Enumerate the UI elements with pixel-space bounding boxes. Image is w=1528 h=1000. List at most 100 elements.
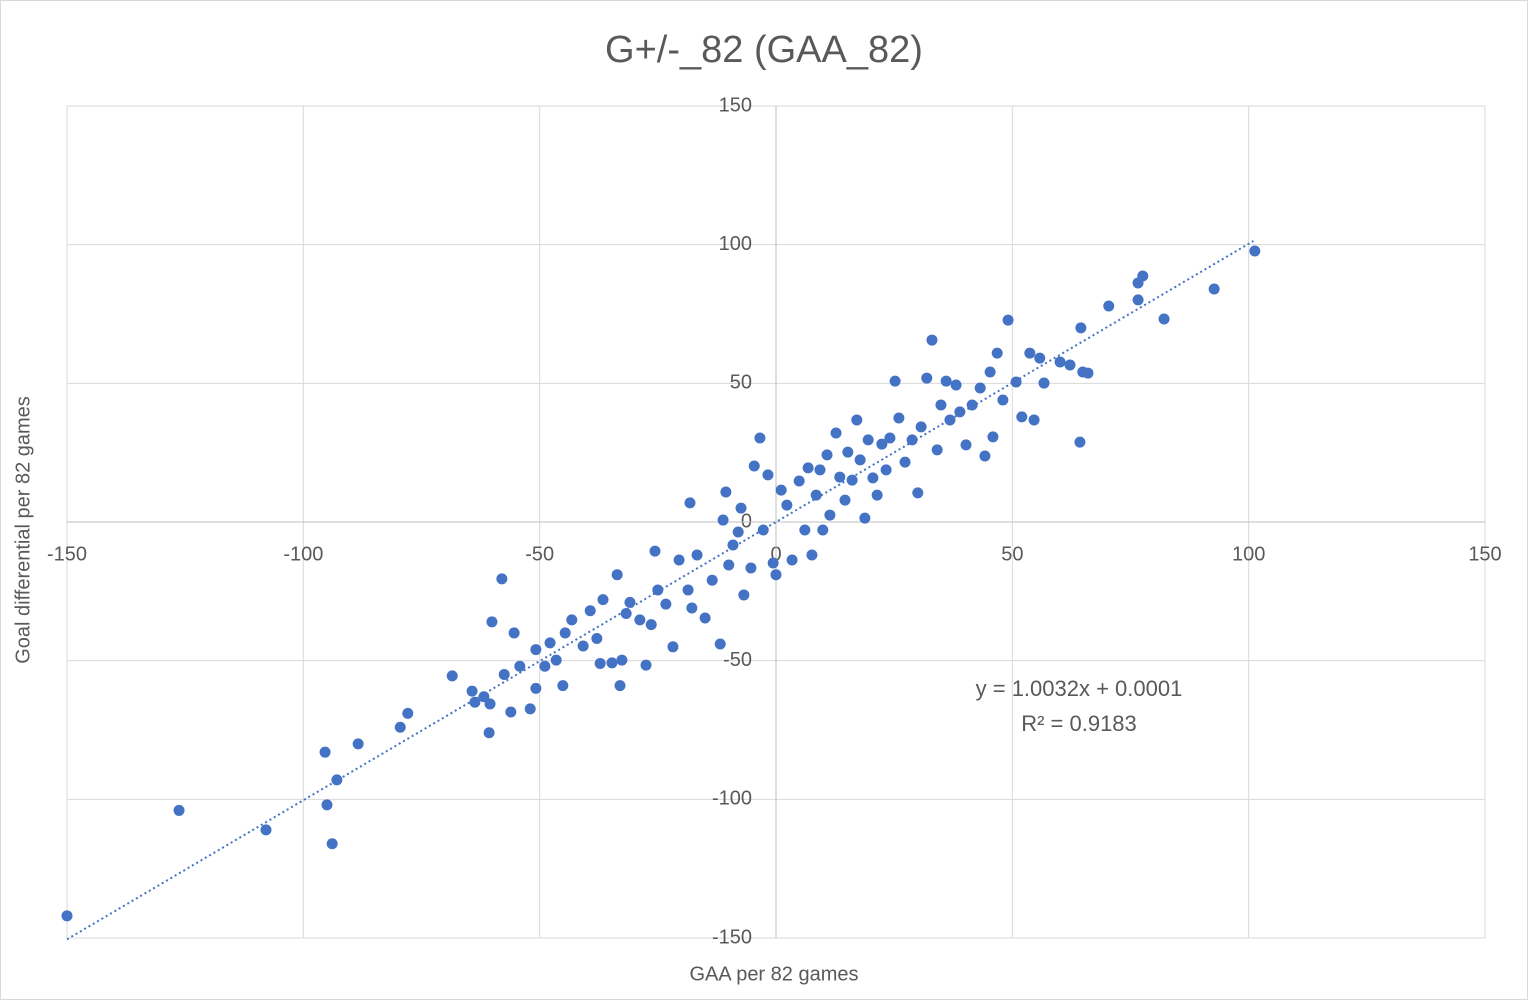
point bbox=[706, 574, 718, 586]
point bbox=[893, 412, 905, 424]
point bbox=[960, 439, 972, 451]
point bbox=[1010, 376, 1022, 388]
point bbox=[1103, 300, 1115, 312]
point bbox=[940, 375, 952, 387]
trendline-equation: y = 1.0032x + 0.0001 bbox=[976, 676, 1183, 701]
point bbox=[469, 696, 481, 708]
y-tick-label: 50 bbox=[730, 372, 752, 394]
point bbox=[1034, 352, 1046, 364]
point bbox=[1082, 367, 1094, 379]
point bbox=[1158, 313, 1170, 325]
point bbox=[839, 494, 851, 506]
point bbox=[682, 584, 694, 596]
y-tick-label: -50 bbox=[723, 649, 752, 671]
point bbox=[859, 512, 871, 524]
point bbox=[173, 804, 185, 816]
point bbox=[899, 456, 911, 468]
point bbox=[584, 605, 596, 617]
point bbox=[854, 454, 866, 466]
point bbox=[720, 486, 732, 498]
point bbox=[830, 427, 842, 439]
point bbox=[620, 608, 632, 620]
point bbox=[260, 824, 272, 836]
point bbox=[550, 654, 562, 666]
point bbox=[660, 598, 672, 610]
point bbox=[732, 526, 744, 538]
point bbox=[802, 462, 814, 474]
point bbox=[738, 589, 750, 601]
point bbox=[614, 680, 626, 692]
point bbox=[851, 414, 863, 426]
point bbox=[466, 685, 478, 697]
point bbox=[767, 557, 779, 569]
point bbox=[319, 746, 331, 758]
point bbox=[686, 602, 698, 614]
point bbox=[727, 539, 739, 551]
point bbox=[834, 471, 846, 483]
point bbox=[498, 669, 510, 681]
point bbox=[557, 680, 569, 692]
point bbox=[1016, 411, 1028, 423]
point bbox=[867, 472, 879, 484]
point bbox=[566, 614, 578, 626]
y-tick-label: -100 bbox=[712, 788, 752, 810]
point bbox=[691, 549, 703, 561]
point bbox=[846, 474, 858, 486]
point bbox=[1208, 283, 1220, 295]
y-tick-label: 100 bbox=[719, 233, 752, 255]
point bbox=[352, 738, 364, 750]
point bbox=[321, 799, 333, 811]
point bbox=[1064, 359, 1076, 371]
point bbox=[530, 682, 542, 694]
point bbox=[871, 489, 883, 501]
point bbox=[611, 569, 623, 581]
point bbox=[402, 707, 414, 719]
point bbox=[754, 432, 766, 444]
point bbox=[61, 910, 73, 922]
point bbox=[821, 449, 833, 461]
point bbox=[478, 691, 490, 703]
point bbox=[544, 637, 556, 649]
point bbox=[326, 838, 338, 850]
point bbox=[699, 612, 711, 624]
point bbox=[649, 545, 661, 557]
point bbox=[862, 434, 874, 446]
x-tick-label: 100 bbox=[1232, 543, 1265, 565]
point bbox=[814, 464, 826, 476]
point bbox=[735, 502, 747, 514]
point bbox=[597, 594, 609, 606]
point bbox=[912, 487, 924, 499]
point bbox=[842, 446, 854, 458]
point bbox=[876, 438, 888, 450]
point bbox=[539, 660, 551, 672]
point bbox=[652, 584, 664, 596]
point bbox=[880, 464, 892, 476]
point bbox=[954, 406, 966, 418]
point bbox=[634, 614, 646, 626]
point bbox=[921, 372, 933, 384]
point bbox=[810, 489, 822, 501]
point bbox=[997, 394, 1009, 406]
point bbox=[762, 469, 774, 481]
point bbox=[793, 475, 805, 487]
point bbox=[640, 659, 652, 671]
point bbox=[714, 638, 726, 650]
point bbox=[606, 657, 618, 669]
point bbox=[799, 524, 811, 536]
point bbox=[331, 774, 343, 786]
x-tick-label: -50 bbox=[525, 543, 554, 565]
point bbox=[508, 627, 520, 639]
point bbox=[717, 514, 729, 526]
point bbox=[906, 434, 918, 446]
trendline-r-squared: R² = 0.9183 bbox=[1021, 711, 1137, 736]
point bbox=[645, 619, 657, 631]
point bbox=[889, 375, 901, 387]
point bbox=[723, 559, 735, 571]
point bbox=[745, 562, 757, 574]
chart-title: G+/-_82 (GAA_82) bbox=[605, 29, 923, 71]
x-tick-label: 150 bbox=[1468, 543, 1501, 565]
point bbox=[748, 460, 760, 472]
y-tick-label: 0 bbox=[741, 510, 752, 532]
